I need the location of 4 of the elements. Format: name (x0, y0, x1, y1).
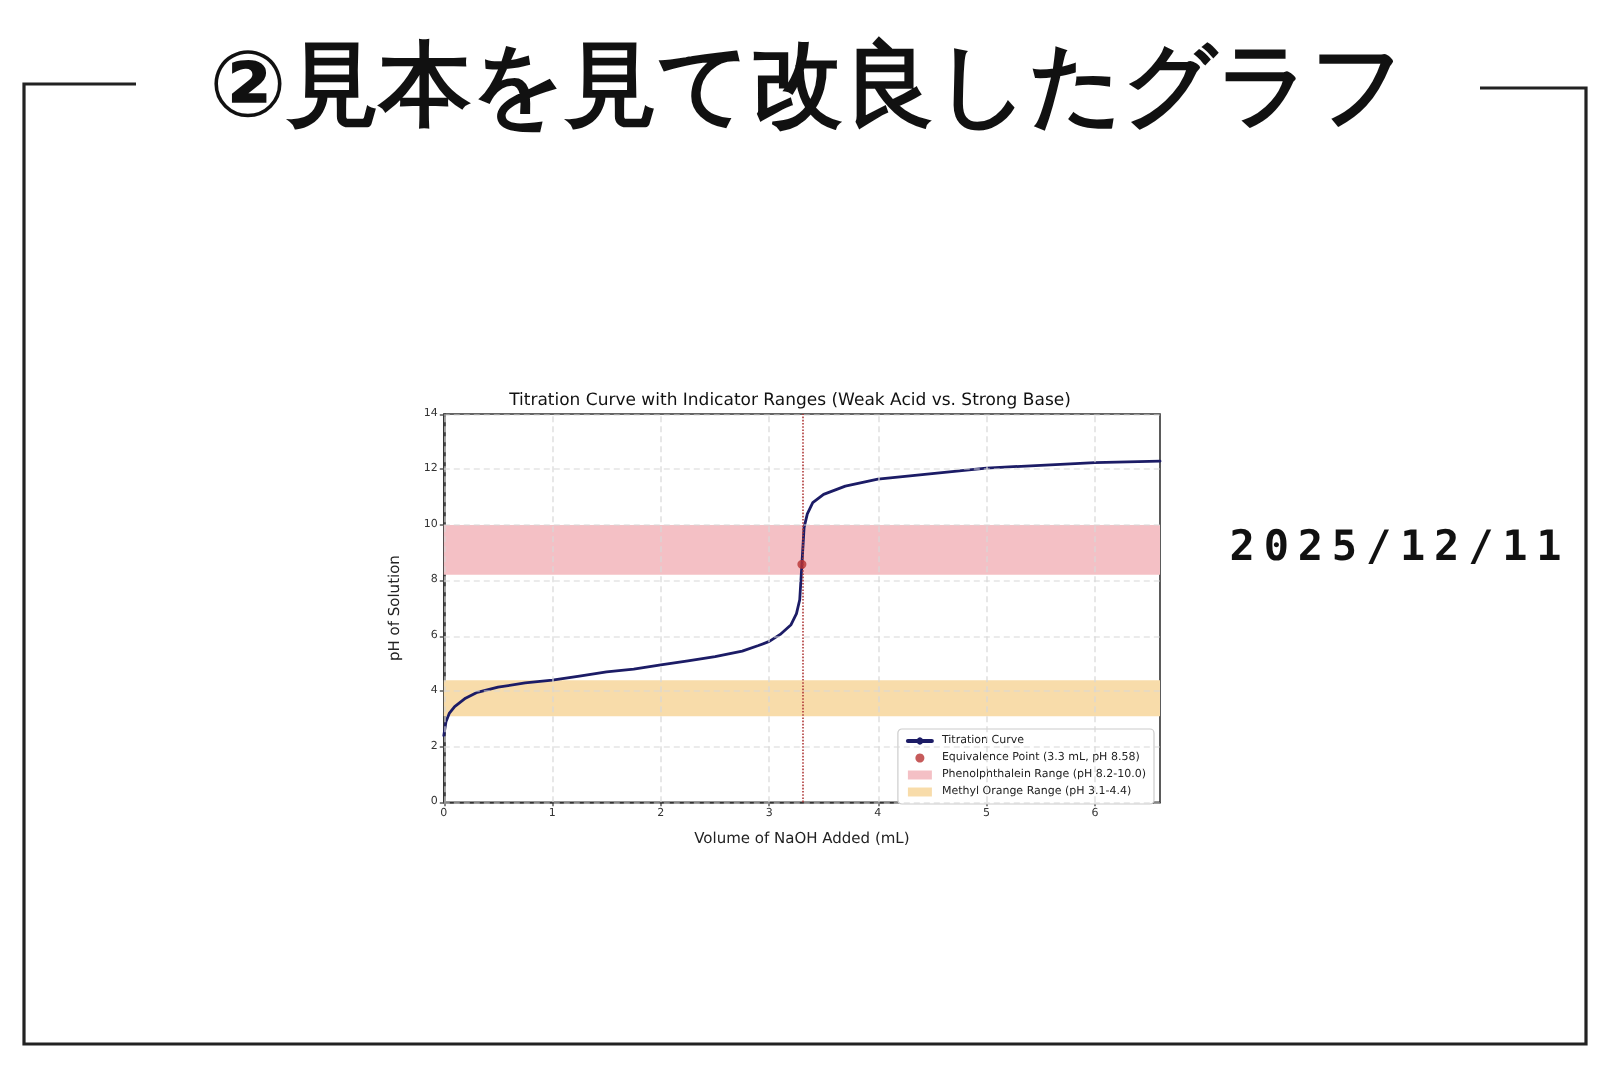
chart-title: Titration Curve with Indicator Ranges (Weak Acid vs. Strong Base) (507, 391, 1071, 411)
text: 2025/12/11 (1227, 520, 1573, 574)
line-series (442, 459, 1162, 738)
text: ②見本を見て改良したグラフ (207, 28, 1407, 142)
